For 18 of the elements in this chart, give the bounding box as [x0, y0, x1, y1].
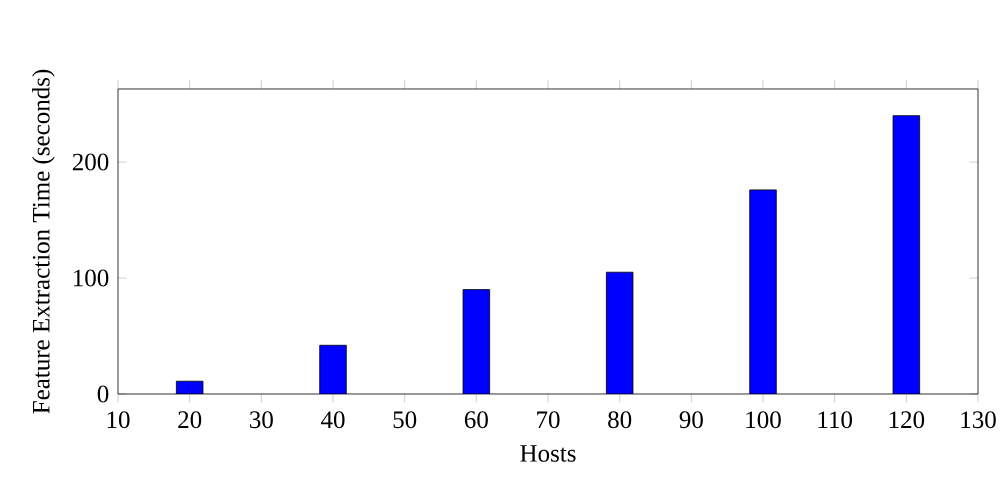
x-axis-title: Hosts	[520, 445, 576, 462]
x-tick-label: 70	[537, 411, 560, 429]
y-tick-label: 0	[97, 385, 109, 403]
x-tick-label: 20	[178, 411, 202, 429]
x-tick-label: 110	[818, 411, 852, 429]
x-tick-label: 60	[464, 411, 488, 429]
x-tick-label: 30	[250, 411, 273, 429]
x-tick-label: 80	[608, 411, 632, 429]
x-tick-label: 10	[107, 411, 130, 429]
x-tick-label: 90	[679, 411, 703, 429]
y-tick-label: 200	[72, 153, 109, 171]
y-axis-title: Feature Extraction Time (seconds)	[32, 69, 55, 414]
x-tick-label: 100	[746, 411, 781, 429]
x-tick-label: 40	[321, 411, 345, 429]
x-tick-label: 130	[961, 411, 996, 429]
x-tick-label: 50	[393, 411, 417, 429]
y-tick-label: 100	[73, 269, 109, 287]
x-tick-label: 120	[889, 411, 925, 429]
